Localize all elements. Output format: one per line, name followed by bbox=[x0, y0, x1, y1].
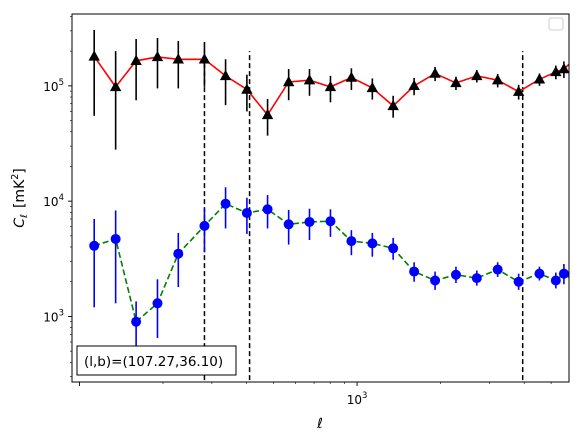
data-point-triangle bbox=[109, 80, 122, 92]
x-tick-label-exponent: 3 bbox=[362, 391, 367, 401]
data-point-triangle bbox=[471, 69, 483, 81]
data-point-circle bbox=[346, 236, 357, 247]
data-point-triangle bbox=[450, 76, 462, 88]
data-point-triangle bbox=[282, 76, 295, 87]
x-axis-label: ℓ bbox=[316, 416, 323, 432]
data-point-circle bbox=[513, 276, 524, 287]
x-tick-labels: 103 bbox=[347, 391, 368, 407]
data-point-triangle bbox=[303, 74, 316, 85]
data-series bbox=[88, 30, 569, 347]
x-tick-label-base: 10 bbox=[347, 393, 362, 407]
data-point-triangle bbox=[366, 81, 379, 93]
y-axis-label-subscript: ℓ bbox=[19, 214, 30, 218]
data-point-circle bbox=[534, 268, 545, 279]
data-point-circle bbox=[550, 275, 561, 286]
data-point-triangle bbox=[261, 108, 274, 120]
data-point-circle bbox=[409, 266, 420, 277]
annotation-frame bbox=[76, 345, 237, 376]
data-point-triangle bbox=[550, 65, 562, 77]
y-tick-label-exponent: 3 bbox=[59, 308, 64, 318]
y-tick-label: 105 bbox=[43, 78, 64, 94]
y-tick-label-base: 10 bbox=[43, 310, 58, 324]
data-point-triangle bbox=[241, 83, 253, 94]
data-point-circle bbox=[558, 268, 569, 279]
data-point-circle bbox=[471, 273, 482, 284]
data-point-triangle bbox=[491, 74, 504, 85]
data-point-circle bbox=[388, 243, 399, 254]
data-point-circle bbox=[304, 216, 315, 227]
annotation-text: (l,b)=(107.27,36.10) bbox=[84, 354, 223, 370]
y-tick-label-base: 10 bbox=[43, 80, 58, 94]
data-point-triangle bbox=[324, 80, 337, 92]
data-point-circle bbox=[173, 248, 184, 259]
data-point-circle bbox=[325, 216, 336, 227]
data-point-triangle bbox=[88, 50, 100, 61]
annotation-box: (l,b)=(107.27,36.10) bbox=[76, 345, 237, 376]
data-point-triangle bbox=[533, 73, 546, 84]
y-axis-label-symbol: C bbox=[12, 218, 28, 228]
data-point-triangle bbox=[172, 53, 184, 64]
y-axis-label: Cℓ [mK2] bbox=[10, 168, 30, 228]
data-point-circle bbox=[283, 219, 294, 230]
y-tick-label-exponent: 5 bbox=[59, 78, 64, 88]
data-point-circle bbox=[367, 238, 378, 249]
legend-box bbox=[548, 17, 564, 31]
data-point-circle bbox=[492, 264, 503, 275]
y-axis-label-units-exponent: 2 bbox=[10, 174, 21, 180]
data-point-circle bbox=[152, 298, 163, 309]
data-point-circle bbox=[241, 207, 252, 218]
series-2 bbox=[89, 187, 569, 347]
data-point-triangle bbox=[512, 85, 525, 96]
data-point-circle bbox=[199, 220, 210, 231]
plot-frame bbox=[71, 13, 570, 383]
data-point-triangle bbox=[408, 79, 420, 91]
y-tick-label-base: 10 bbox=[43, 195, 58, 209]
data-point-circle bbox=[220, 198, 231, 209]
y-tick-label: 104 bbox=[43, 193, 64, 209]
series-1 bbox=[88, 30, 569, 150]
y-axis-label-units: [mK bbox=[12, 179, 28, 208]
data-point-triangle bbox=[345, 71, 358, 82]
y-tick-label-exponent: 4 bbox=[59, 193, 64, 203]
data-point-circle bbox=[262, 204, 273, 215]
data-point-circle bbox=[131, 316, 142, 327]
data-point-triangle bbox=[219, 69, 232, 81]
y-axis-label-units-close: ] bbox=[12, 168, 28, 173]
y-tick-label: 103 bbox=[43, 308, 64, 324]
data-point-circle bbox=[89, 240, 100, 251]
data-point-circle bbox=[450, 269, 461, 280]
data-point-triangle bbox=[558, 63, 569, 74]
data-point-circle bbox=[430, 275, 441, 286]
data-point-triangle bbox=[429, 67, 441, 78]
data-point-triangle bbox=[151, 50, 164, 62]
data-point-circle bbox=[110, 233, 121, 244]
data-point-triangle bbox=[387, 99, 399, 111]
data-point-triangle bbox=[198, 53, 211, 64]
x-tick-label: 103 bbox=[347, 391, 368, 407]
data-point-triangle bbox=[130, 54, 142, 65]
